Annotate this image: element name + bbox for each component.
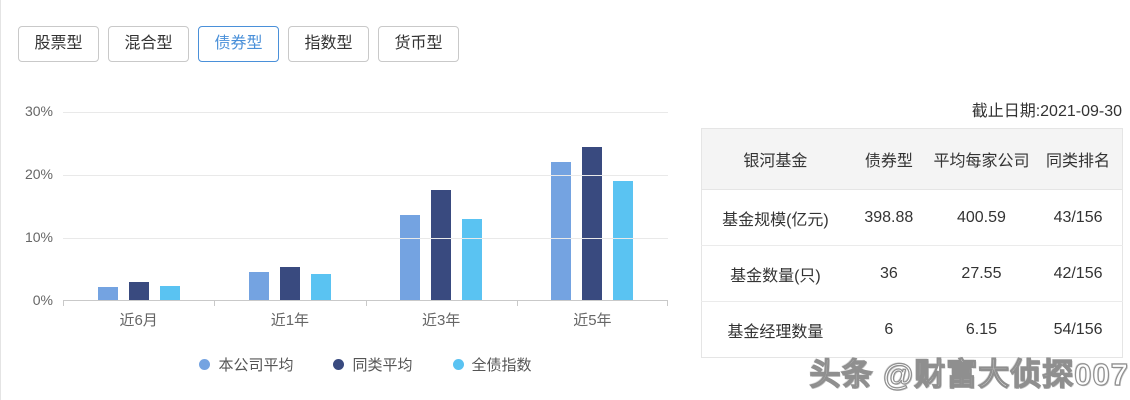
chart-legend: 本公司平均 同类平均 全债指数 bbox=[63, 354, 668, 375]
bar-group bbox=[63, 112, 214, 300]
table-row: 基金经理数量 6 6.15 54/156 bbox=[701, 301, 1123, 358]
x-axis-labels: 近6月 近1年 近3年 近5年 bbox=[63, 309, 668, 330]
table-header-cell: 银河基金 bbox=[701, 128, 849, 190]
legend-item[interactable]: 同类平均 bbox=[333, 354, 413, 375]
chart-plot-area bbox=[63, 112, 668, 306]
bar bbox=[97, 287, 118, 300]
bar bbox=[400, 215, 421, 300]
y-axis-tick-label: 10% bbox=[24, 229, 53, 245]
table-cell: 基金规模(亿元) bbox=[701, 189, 849, 246]
table-row: 基金规模(亿元) 398.88 400.59 43/156 bbox=[701, 189, 1123, 246]
legend-dot-icon bbox=[199, 359, 211, 370]
gridline bbox=[63, 175, 668, 176]
fund-type-tab[interactable]: 混合型 bbox=[108, 26, 189, 62]
table-header-cell: 债券型 bbox=[848, 128, 929, 190]
gridline bbox=[63, 112, 668, 113]
bar bbox=[582, 147, 603, 300]
table-header-cell: 平均每家公司 bbox=[928, 128, 1035, 190]
legend-label: 同类平均 bbox=[352, 357, 413, 374]
as-of-date-label: 截止日期:2021-09-30 bbox=[971, 103, 1122, 120]
returns-bar-chart: 30% 20% 10% 0% 近6月 近1年 近3年 近5年 本公司平均 同类平均 全债指数 bbox=[1, 96, 691, 386]
table-cell: 398.88 bbox=[848, 189, 929, 246]
table-cell: 54/156 bbox=[1034, 301, 1123, 358]
y-axis-tick-label: 0% bbox=[32, 292, 53, 308]
fund-stats-table: 银河基金 债券型 平均每家公司 同类排名 基金规模(亿元) 398.88 400.59 43… bbox=[701, 128, 1123, 358]
table-cell: 400.59 bbox=[928, 189, 1035, 246]
x-axis-tick bbox=[365, 300, 367, 306]
table-cell: 6 bbox=[848, 301, 929, 358]
bar bbox=[248, 272, 269, 300]
table-body: 基金规模(亿元) 398.88 400.59 43/156 基金数量(只) 36 27.55… bbox=[701, 189, 1123, 358]
bar bbox=[279, 267, 300, 300]
bar-groups bbox=[63, 112, 668, 300]
table-header-row: 银河基金 债券型 平均每家公司 同类排名 bbox=[701, 128, 1123, 190]
gridline bbox=[63, 238, 668, 239]
table-cell: 基金经理数量 bbox=[701, 301, 849, 358]
x-axis-tick bbox=[667, 300, 668, 306]
x-axis-label: 近1年 bbox=[270, 312, 310, 329]
table-row: 基金数量(只) 36 27.55 42/156 bbox=[701, 245, 1123, 302]
x-axis-tick bbox=[214, 300, 216, 306]
table-cell: 27.55 bbox=[928, 245, 1035, 302]
bar bbox=[310, 274, 331, 300]
bar bbox=[462, 219, 483, 300]
fund-type-tab-bar: 股票型 混合型 债券型 指数型 货币型 bbox=[18, 26, 459, 62]
bar bbox=[431, 190, 452, 300]
x-axis-label: 近5年 bbox=[573, 312, 612, 329]
watermark: 头条 @财富大侦探007 bbox=[809, 356, 1129, 392]
legend-dot-icon bbox=[452, 359, 464, 370]
table-cell: 43/156 bbox=[1034, 189, 1123, 246]
legend-label: 本公司平均 bbox=[218, 357, 294, 374]
legend-label: 全债指数 bbox=[471, 357, 532, 374]
table-cell: 基金数量(只) bbox=[701, 245, 849, 302]
table-header-cell: 同类排名 bbox=[1034, 128, 1123, 190]
bar-group bbox=[366, 112, 517, 300]
table-header: 银河基金 债券型 平均每家公司 同类排名 bbox=[701, 128, 1123, 190]
x-axis-label: 近3年 bbox=[421, 312, 461, 329]
bar bbox=[128, 282, 149, 300]
y-axis-tick-label: 20% bbox=[24, 166, 53, 182]
bar-group bbox=[517, 112, 668, 300]
fund-type-tab[interactable]: 货币型 bbox=[378, 26, 459, 62]
y-axis-tick-label: 30% bbox=[24, 103, 53, 119]
bar bbox=[613, 181, 634, 300]
legend-item[interactable]: 本公司平均 bbox=[199, 354, 293, 375]
fund-type-tab[interactable]: 指数型 bbox=[288, 26, 369, 62]
x-axis-label: 近6月 bbox=[119, 312, 158, 329]
legend-item[interactable]: 全债指数 bbox=[452, 354, 532, 375]
x-axis-tick bbox=[516, 300, 518, 306]
bar bbox=[551, 162, 572, 300]
fund-type-tab[interactable]: 股票型 bbox=[18, 26, 99, 62]
legend-dot-icon bbox=[333, 359, 345, 370]
x-axis-tick bbox=[63, 300, 64, 306]
bar-group bbox=[214, 112, 365, 300]
bar bbox=[159, 286, 180, 300]
table-cell: 6.15 bbox=[928, 301, 1035, 358]
fund-type-tab[interactable]: 债券型 bbox=[198, 26, 279, 62]
table-cell: 42/156 bbox=[1034, 245, 1123, 302]
table-cell: 36 bbox=[848, 245, 929, 302]
